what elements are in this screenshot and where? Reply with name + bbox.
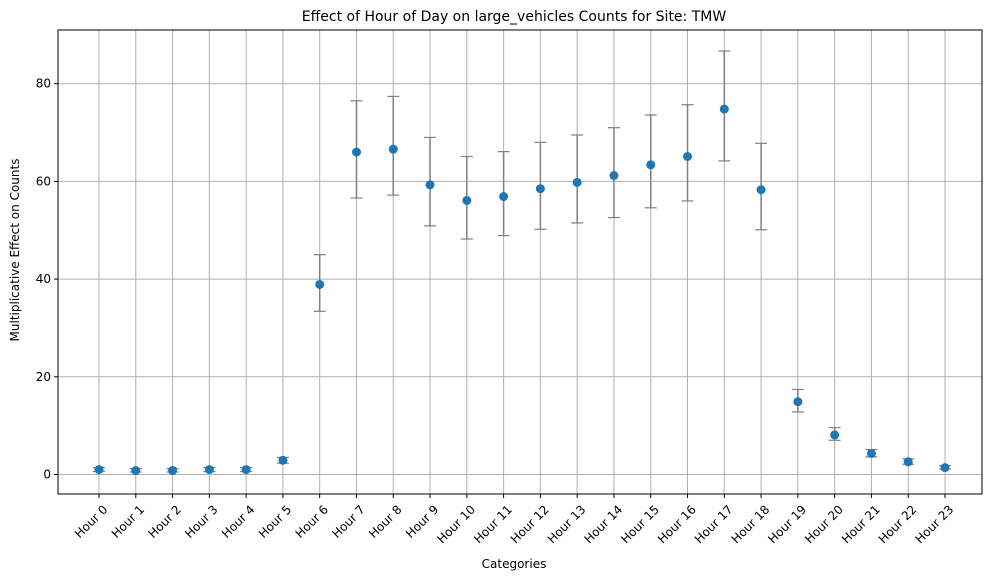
x-tick-label: Hour 6 [293, 502, 331, 540]
x-tick-label: Hour 2 [145, 502, 183, 540]
data-point [572, 177, 582, 187]
x-tick-label: Hour 3 [182, 502, 220, 540]
data-point [351, 147, 361, 157]
data-point [756, 185, 766, 195]
x-tick-label: Hour 16 [655, 502, 699, 546]
data-point [131, 466, 141, 476]
data-point [425, 180, 435, 190]
data-point [683, 152, 693, 162]
x-tick-label: Hour 10 [434, 502, 478, 546]
data-point [866, 448, 876, 458]
error-bars [93, 50, 951, 473]
y-tick-label: 60 [36, 174, 51, 188]
data-point [204, 465, 214, 475]
x-tick-label: Hour 7 [329, 502, 367, 540]
x-tick-label: Hour 17 [692, 502, 736, 546]
data-point [241, 465, 251, 475]
x-axis-label: Categories [482, 557, 547, 571]
data-point [315, 279, 325, 289]
data-point [462, 195, 472, 205]
data-point [646, 160, 656, 170]
data-point [535, 184, 545, 194]
plot-frame [57, 29, 983, 495]
x-tick-label: Hour 22 [876, 502, 920, 546]
x-tick-label: Hour 18 [729, 502, 773, 546]
data-point [903, 457, 913, 467]
x-tick-label: Hour 15 [618, 502, 662, 546]
y-tick-label: 20 [36, 370, 51, 384]
data-point [168, 466, 178, 476]
data-point [278, 455, 288, 465]
data-point [388, 144, 398, 154]
y-axis-label: Multiplicative Effect on Counts [8, 159, 22, 342]
data-point [94, 465, 104, 475]
y-tick-label: 0 [43, 467, 51, 481]
data-point [793, 397, 803, 407]
x-tick-label: Hour 13 [545, 502, 589, 546]
chart-title: Effect of Hour of Day on large_vehicles … [302, 9, 727, 25]
x-tick-label: Hour 14 [581, 502, 625, 546]
data-point [940, 463, 950, 473]
x-tick-label: Hour 23 [913, 502, 957, 546]
data-point [719, 104, 729, 114]
x-tick-label: Hour 20 [802, 502, 846, 546]
y-tick-label: 40 [36, 272, 51, 286]
data-points [94, 104, 950, 476]
y-tick-label: 80 [36, 77, 51, 91]
x-tick-label: Hour 0 [72, 502, 110, 540]
x-tick-label: Hour 8 [366, 502, 404, 540]
x-tick-label: Hour 5 [256, 502, 294, 540]
grid [58, 30, 982, 494]
x-tick-label: Hour 12 [508, 502, 552, 546]
y-axis-ticks: 0 20 40 60 80 [36, 77, 58, 481]
data-point [499, 192, 509, 202]
x-tick-label: Hour 4 [219, 502, 257, 540]
x-tick-label: Hour 21 [839, 502, 883, 546]
x-tick-label: Hour 11 [471, 502, 515, 546]
data-point [830, 430, 840, 440]
data-point [609, 171, 619, 181]
x-tick-label: Hour 19 [765, 502, 809, 546]
x-tick-label: Hour 1 [109, 502, 147, 540]
